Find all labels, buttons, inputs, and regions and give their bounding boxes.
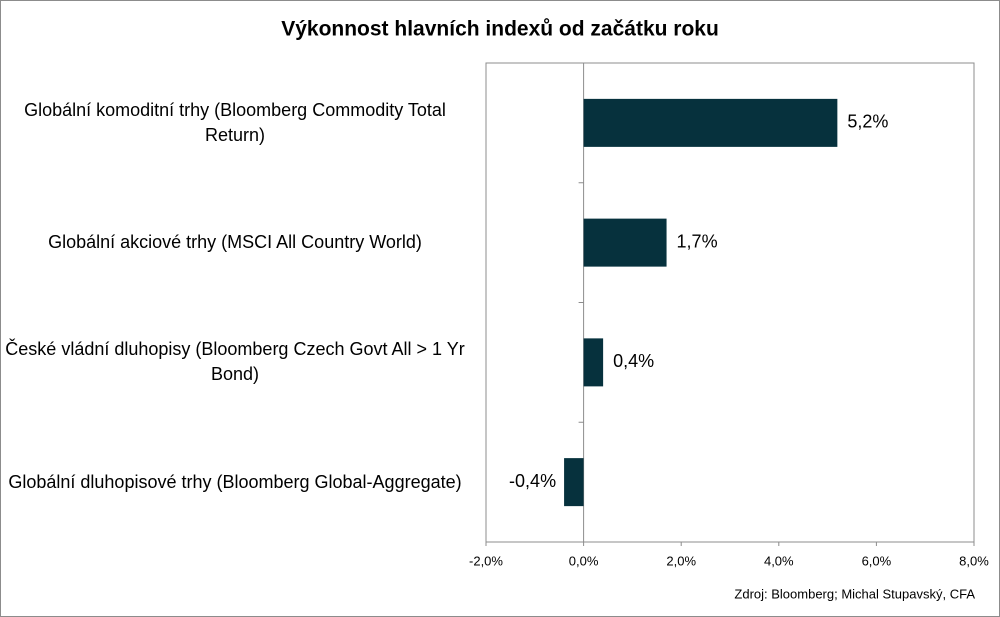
x-tick-label: 8,0% — [959, 553, 989, 568]
plot-area — [485, 62, 975, 543]
source-note: Zdroj: Bloomberg; Michal Stupavský, CFA — [734, 586, 975, 601]
bar — [583, 338, 604, 387]
value-label: 1,7% — [677, 231, 718, 251]
x-tick-label: -2,0% — [469, 553, 503, 568]
category-label: České vládní dluhopisy (Bloomberg Czech … — [5, 339, 465, 385]
category-label: Globální komoditní trhy (Bloomberg Commo… — [24, 99, 446, 145]
bar — [564, 458, 584, 507]
x-tick-label: 4,0% — [764, 553, 794, 568]
chart-title: Výkonnost hlavních indexů od začátku rok… — [281, 18, 719, 41]
bar — [583, 218, 667, 267]
value-label: 5,2% — [847, 112, 888, 132]
x-tick-label: 0,0% — [569, 553, 599, 568]
category-label: Globální dluhopisové trhy (Bloomberg Glo… — [8, 471, 462, 492]
value-label: 0,4% — [613, 351, 654, 371]
x-tick-label: 6,0% — [862, 553, 892, 568]
value-label: -0,4% — [509, 471, 556, 491]
bar — [583, 98, 838, 147]
category-label: Globální akciové trhy (MSCI All Country … — [48, 232, 422, 253]
x-tick-label: 2,0% — [666, 553, 696, 568]
